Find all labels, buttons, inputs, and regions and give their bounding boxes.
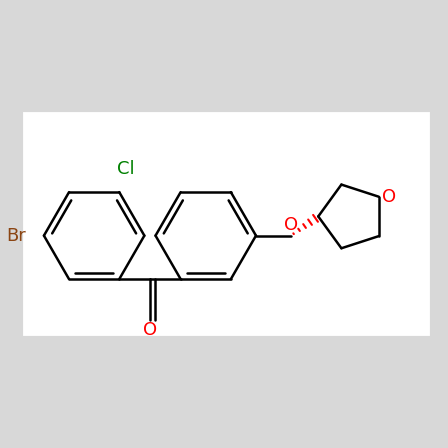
Text: Cl: Cl bbox=[117, 160, 135, 178]
Text: O: O bbox=[382, 188, 396, 206]
Text: Br: Br bbox=[7, 227, 26, 245]
Text: O: O bbox=[143, 321, 157, 339]
Text: O: O bbox=[284, 216, 298, 234]
FancyBboxPatch shape bbox=[21, 110, 432, 338]
